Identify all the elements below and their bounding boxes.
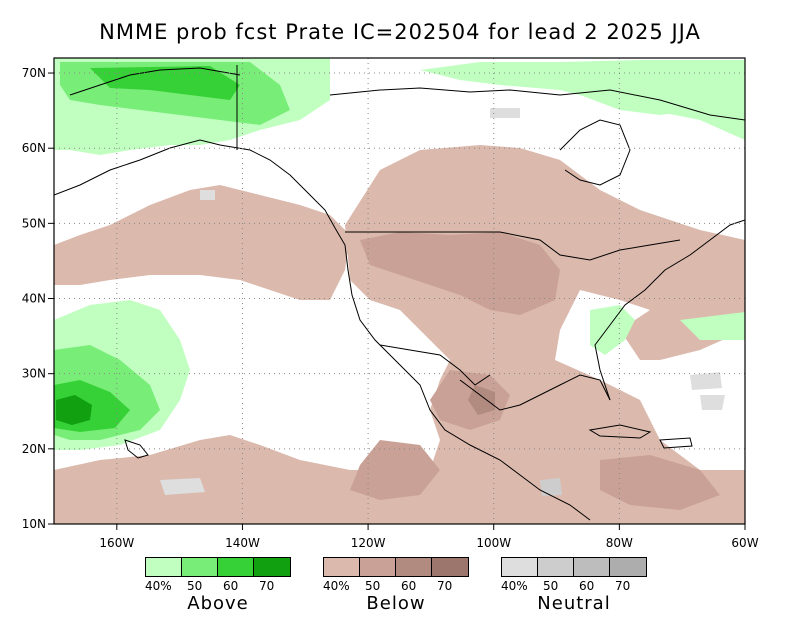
- probability-shading: [54, 58, 745, 524]
- neutral-patch-3: [700, 395, 725, 410]
- longitude-ticks: 160W 140W 120W 100W 80W 60W: [99, 524, 759, 550]
- above-region-hudson: [580, 80, 700, 115]
- above-region-atlantic-east: [680, 312, 745, 340]
- above-region-east-coast: [590, 305, 635, 355]
- lat-tick-label: 50N: [22, 216, 46, 230]
- above-region-hawaii-peak: [56, 395, 92, 425]
- coastline-hudson-bay: [559, 119, 631, 186]
- map-title: NMME prob fcst Prate IC=202504 for lead …: [99, 20, 701, 44]
- legend-swatch: [182, 558, 218, 576]
- below-region-east-pacific: [350, 440, 440, 500]
- coastline-alaska: [54, 139, 336, 229]
- border-us-canada: [345, 231, 681, 261]
- legend-swatch: [432, 558, 468, 576]
- coastline-gulf: [459, 374, 611, 411]
- lat-tick-label: 60N: [22, 141, 46, 155]
- lat-tick-label: 30N: [22, 367, 46, 381]
- legend-tick-label: 70: [259, 579, 275, 593]
- coastline-west-us: [334, 227, 591, 521]
- legend-swatch: [146, 558, 182, 576]
- below-region-plains-core: [360, 232, 560, 315]
- neutral-patch-2: [690, 372, 722, 390]
- below-region-caribbean: [600, 455, 720, 510]
- legend-tick-label: 50: [543, 579, 559, 593]
- legend-swatch: [502, 558, 538, 576]
- coastline-east-us: [594, 219, 745, 401]
- border-us-mexico: [379, 344, 491, 386]
- above-region-canada-arctic: [420, 60, 745, 140]
- island-hawaii: [124, 439, 149, 459]
- legend-tick-label: 60: [223, 579, 239, 593]
- legend-tick-label: 50: [365, 579, 381, 593]
- legend-tick-label: 70: [437, 579, 453, 593]
- coastlines: [54, 65, 745, 521]
- legend-tick-row: 40% 50 60 70: [323, 579, 469, 593]
- lon-tick-label: 60W: [731, 536, 758, 550]
- legend-swatch: [396, 558, 432, 576]
- legend-tick-row: 40% 50 60 70: [145, 579, 291, 593]
- below-region-central-us: [54, 145, 745, 524]
- legend-category-label: Above: [187, 593, 249, 614]
- legend-group-neutral: 40% 50 60 70 Neutral: [501, 557, 647, 614]
- neutral-patch-6: [490, 108, 520, 118]
- lon-tick-label: 140W: [225, 536, 260, 550]
- neutral-regions: [160, 108, 725, 496]
- legend-tick-row: 40% 50 60 70: [501, 579, 647, 593]
- lon-tick-label: 80W: [606, 536, 633, 550]
- coastline-canada-arctic: [329, 87, 745, 121]
- neutral-patch-1: [160, 478, 205, 495]
- legend-swatch: [254, 558, 290, 576]
- legend-tick-label: 40%: [323, 579, 350, 593]
- below-region-northwest-pacific: [54, 185, 350, 300]
- legend-category-label: Below: [366, 593, 426, 614]
- lon-tick-label: 120W: [351, 536, 386, 550]
- island-hispaniola: [659, 437, 693, 449]
- legend-swatch: [360, 558, 396, 576]
- below-region-mexico-inner: [468, 385, 495, 415]
- legend-color-bar: [323, 557, 469, 577]
- latitude-ticks: 70N 60N 50N 40N 30N 20N 10N: [22, 66, 54, 531]
- lon-tick-label: 100W: [476, 536, 511, 550]
- legend-tick-label: 40%: [145, 579, 172, 593]
- legend-tick-label: 50: [187, 579, 203, 593]
- island-cuba: [588, 424, 652, 439]
- legend-color-bar: [501, 557, 647, 577]
- legend-group-above: 40% 50 60 70 Above: [145, 557, 291, 614]
- legend-category-label: Neutral: [537, 593, 611, 614]
- legend-group-below: 40% 50 60 70 Below: [323, 557, 469, 614]
- lat-tick-label: 10N: [22, 517, 46, 531]
- below-regions: [54, 145, 745, 524]
- neutral-patch-5: [200, 190, 215, 200]
- plot-frame: [53, 57, 746, 525]
- neutral-patch-4: [540, 478, 562, 496]
- legend-tick-label: 60: [401, 579, 417, 593]
- legend-tick-label: 60: [579, 579, 595, 593]
- legend-color-bar: [145, 557, 291, 577]
- legend-swatch: [610, 558, 646, 576]
- legend-swatch: [218, 558, 254, 576]
- legend-swatch: [574, 558, 610, 576]
- legend-tick-label: 70: [615, 579, 631, 593]
- lon-tick-label: 160W: [99, 536, 134, 550]
- legend-tick-label: 40%: [501, 579, 528, 593]
- legend-swatch: [538, 558, 574, 576]
- above-regions: [54, 58, 745, 450]
- gridlines: [54, 58, 746, 525]
- coastline-alaska-north: [69, 67, 241, 96]
- lat-tick-label: 70N: [22, 66, 46, 80]
- lat-tick-label: 40N: [22, 292, 46, 306]
- legend-swatch: [324, 558, 360, 576]
- above-region-alaska-core: [90, 66, 240, 100]
- lat-tick-label: 20N: [22, 442, 46, 456]
